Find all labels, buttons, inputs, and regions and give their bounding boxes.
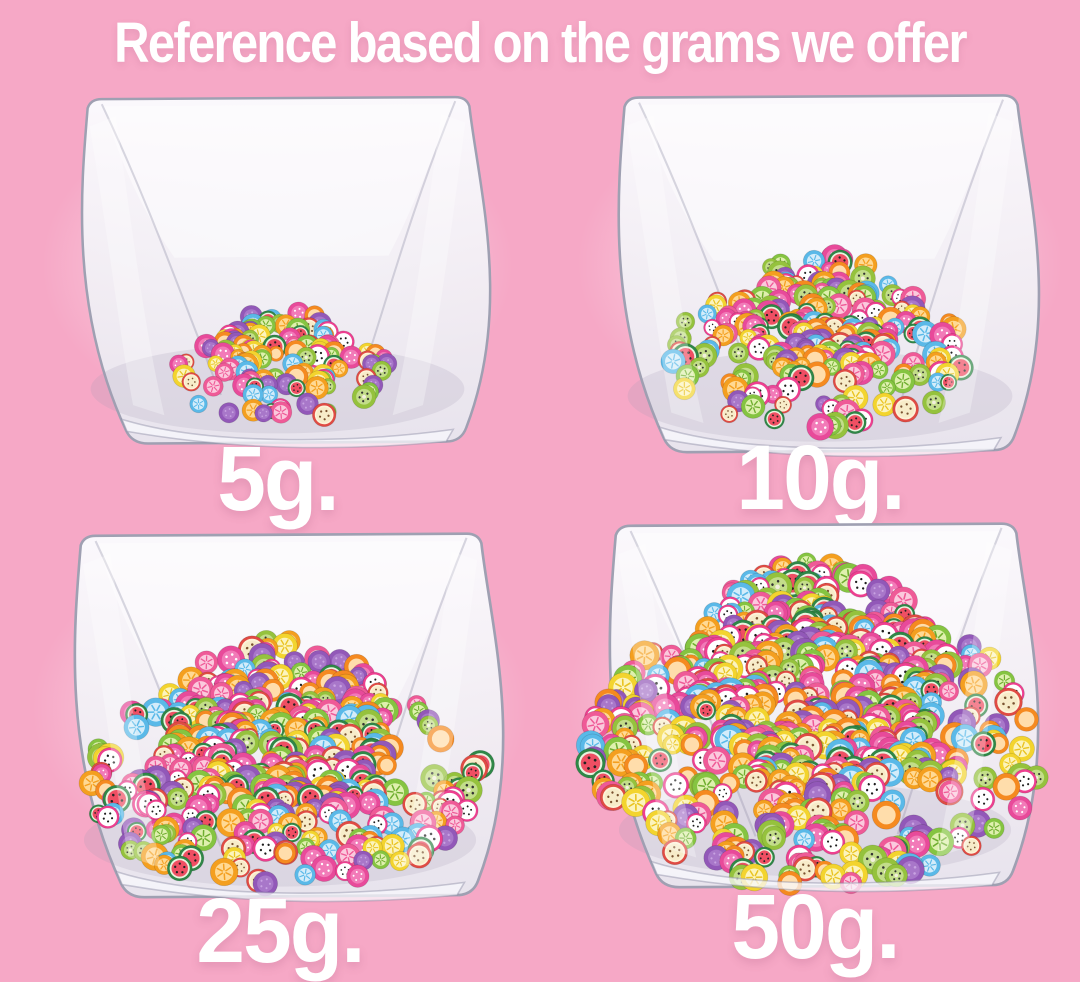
bowl-photo-5g bbox=[25, 86, 530, 460]
bowl-photo-50g bbox=[550, 512, 1080, 904]
bowl-panel-10g: 10g. bbox=[560, 84, 1080, 522]
bowl-photo-10g bbox=[560, 84, 1080, 469]
weight-label-5g: 5g. bbox=[38, 436, 518, 523]
weight-label-10g: 10g. bbox=[573, 435, 1067, 522]
page-title: Reference based on the grams we offer bbox=[76, 10, 1005, 76]
weight-label-25g: 25g. bbox=[28, 888, 532, 975]
bowl-panel-5g: 5g. bbox=[25, 86, 530, 523]
bowl-panel-25g: 25g. bbox=[15, 522, 545, 976]
weight-label-50g: 50g. bbox=[563, 884, 1067, 971]
bowl-panel-50g: 50g. bbox=[550, 512, 1080, 972]
bowl-photo-25g bbox=[15, 522, 545, 914]
